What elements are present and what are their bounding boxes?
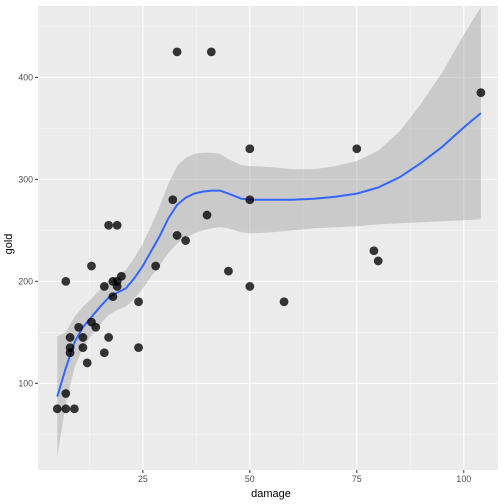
y-tick-label: 200 xyxy=(18,276,33,286)
smooth-line-layer xyxy=(56,112,482,397)
data-point xyxy=(172,47,182,57)
y-tick-label: 300 xyxy=(18,174,33,184)
data-point xyxy=(476,88,486,98)
data-point xyxy=(69,404,79,414)
data-point xyxy=(82,358,92,368)
data-point xyxy=(245,144,255,154)
minor-gridlines xyxy=(38,6,498,470)
data-point xyxy=(65,348,75,358)
confidence-band xyxy=(57,7,481,457)
data-point xyxy=(52,404,62,414)
data-point xyxy=(78,343,88,353)
data-point xyxy=(91,322,101,332)
data-point xyxy=(74,322,84,332)
data-point xyxy=(224,266,233,276)
y-axis-title: gold xyxy=(3,234,15,255)
data-point xyxy=(99,348,109,358)
data-point xyxy=(181,236,191,245)
data-point xyxy=(369,246,379,256)
x-axis-ticks: 25 50 75 100 xyxy=(138,470,471,484)
y-tick-label: 100 xyxy=(18,378,33,388)
x-tick-label: 50 xyxy=(245,474,255,484)
data-point xyxy=(245,195,255,205)
data-point xyxy=(65,333,75,342)
data-point xyxy=(134,297,143,307)
data-point xyxy=(99,282,109,291)
major-gridlines xyxy=(38,6,498,470)
data-points-layer xyxy=(52,47,486,414)
smooth-fit-line xyxy=(56,112,482,397)
data-point xyxy=(373,256,383,266)
data-point xyxy=(61,404,71,414)
data-point xyxy=(279,297,289,307)
y-axis-ticks: 100 200 300 400 xyxy=(18,72,38,388)
data-point xyxy=(61,389,71,398)
x-tick-label: 25 xyxy=(138,474,148,484)
x-axis-title: damage xyxy=(251,488,291,500)
data-point xyxy=(206,47,216,57)
data-point xyxy=(134,343,143,353)
x-tick-label: 75 xyxy=(352,474,362,484)
data-point xyxy=(117,271,126,281)
data-point xyxy=(78,333,88,342)
y-tick-label: 400 xyxy=(18,72,33,82)
data-point xyxy=(202,210,212,220)
data-point xyxy=(104,333,114,342)
data-point xyxy=(112,220,122,230)
data-point xyxy=(168,195,178,205)
data-point xyxy=(104,220,114,230)
data-point xyxy=(245,282,255,291)
data-point xyxy=(172,231,182,240)
data-point xyxy=(108,292,118,302)
data-point xyxy=(151,261,161,271)
confidence-band-layer xyxy=(57,7,481,457)
data-point xyxy=(352,144,362,154)
data-point xyxy=(87,261,96,271)
x-tick-label: 100 xyxy=(456,474,471,484)
plot-panel xyxy=(38,6,498,470)
data-point xyxy=(61,276,71,286)
